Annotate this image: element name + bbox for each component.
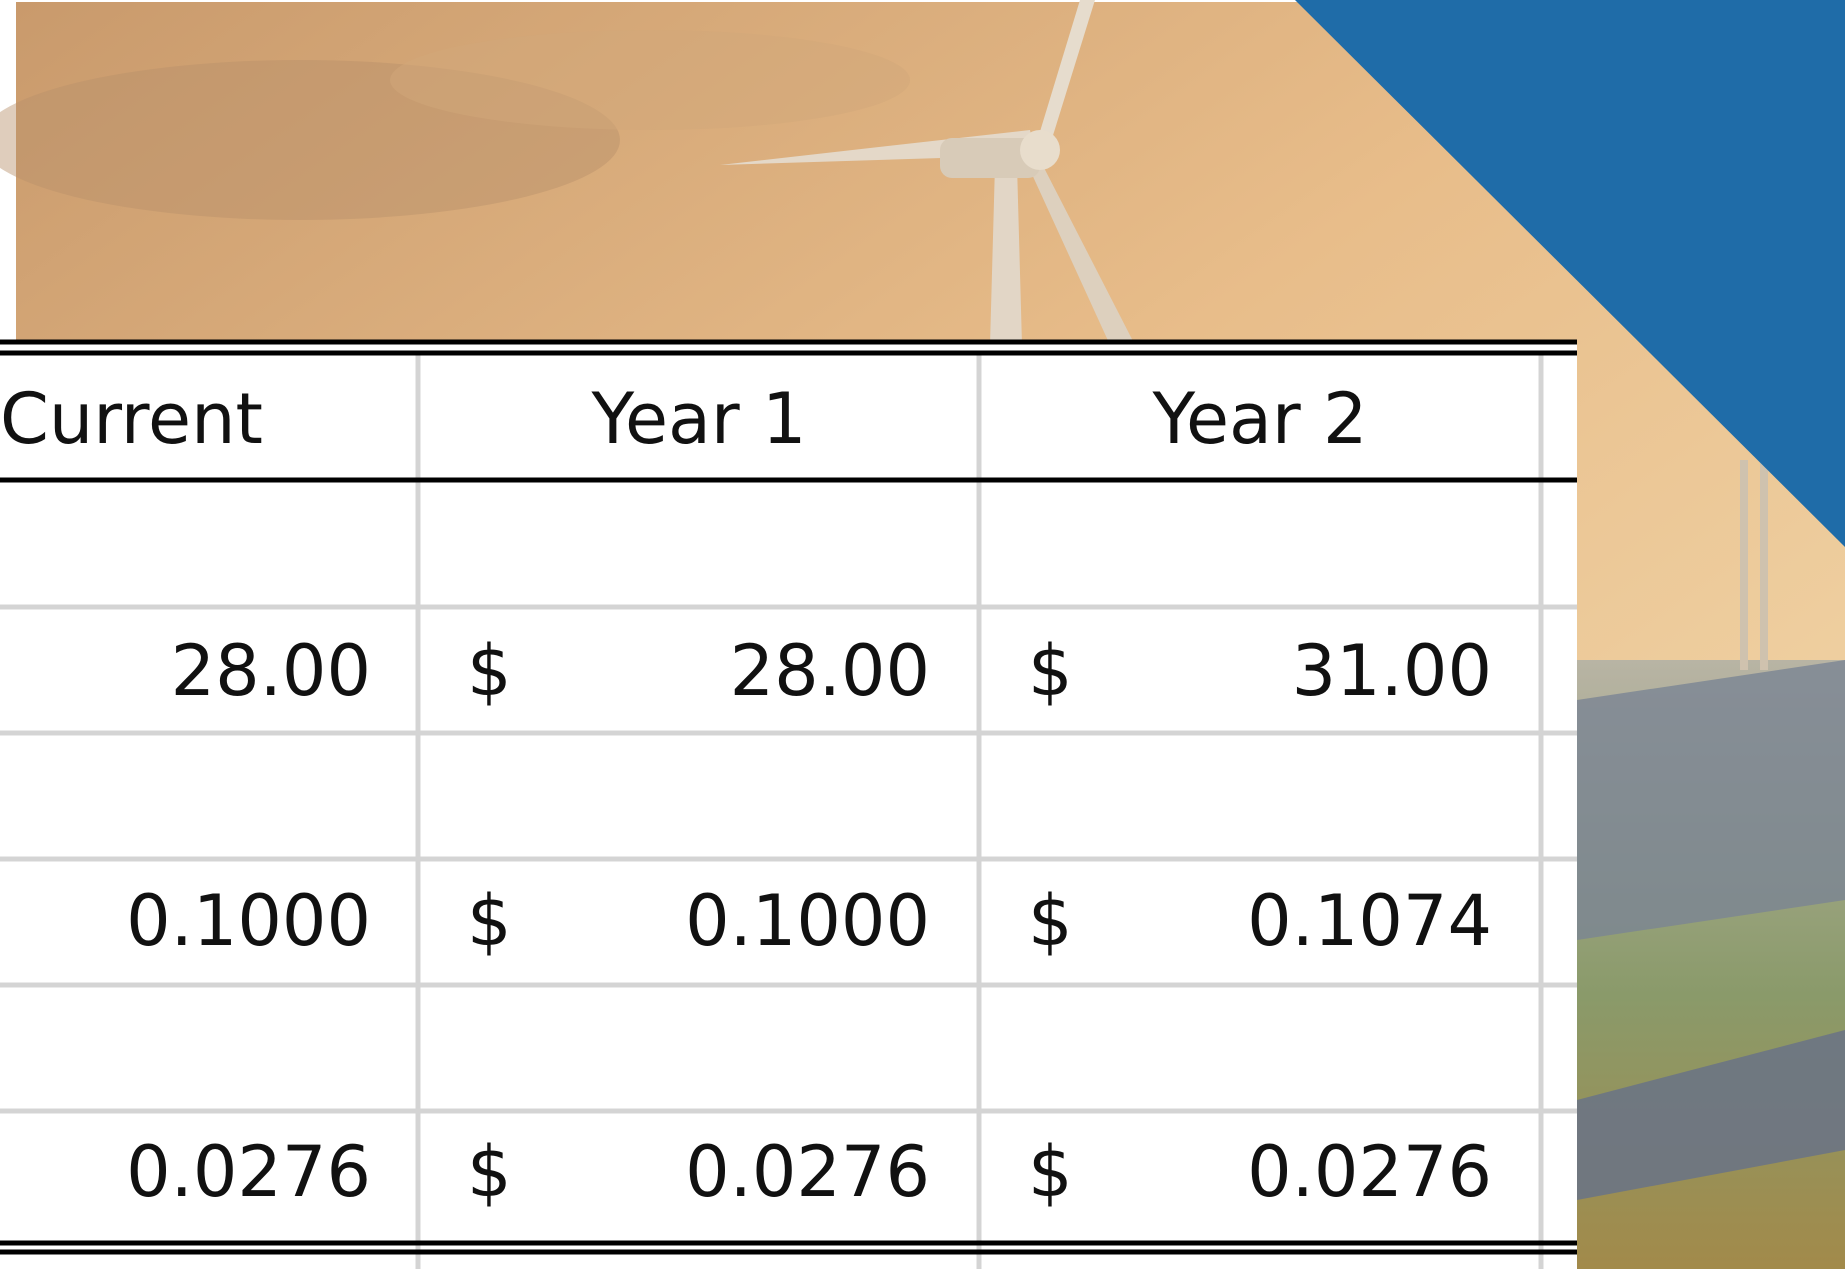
table: Current Year 1 Year 2 28.00 $28.00 $31.00 0.10…: [0, 341, 1577, 1269]
cell-value: 0.1000: [685, 880, 930, 962]
cell-value: 0.1000: [126, 880, 371, 962]
cell-value: 0.0276: [1247, 1131, 1492, 1213]
column-header: Year 1: [591, 378, 807, 460]
cell-value: 28.00: [730, 630, 930, 712]
cell-value: 0.0276: [126, 1131, 371, 1213]
cell-value: 0.1074: [1247, 880, 1492, 962]
currency-symbol: $: [467, 1131, 512, 1213]
currency-symbol: $: [1028, 880, 1073, 962]
currency-symbol: $: [467, 630, 512, 712]
currency-symbol: $: [1028, 630, 1073, 712]
cell-value: 31.00: [1292, 630, 1492, 712]
screen: Current Year 1 Year 2 28.00 $28.00 $31.00 0.10…: [0, 0, 1845, 1269]
currency-symbol: $: [467, 880, 512, 962]
cell-value: 0.0276: [685, 1131, 930, 1213]
column-header: Year 2: [1152, 378, 1368, 460]
page: Current Year 1 Year 2 28.00 $28.00 $31.00 0.10…: [0, 0, 1845, 1269]
column-header: Current: [0, 378, 263, 460]
cell-value: 28.00: [171, 630, 371, 712]
currency-symbol: $: [1028, 1131, 1073, 1213]
